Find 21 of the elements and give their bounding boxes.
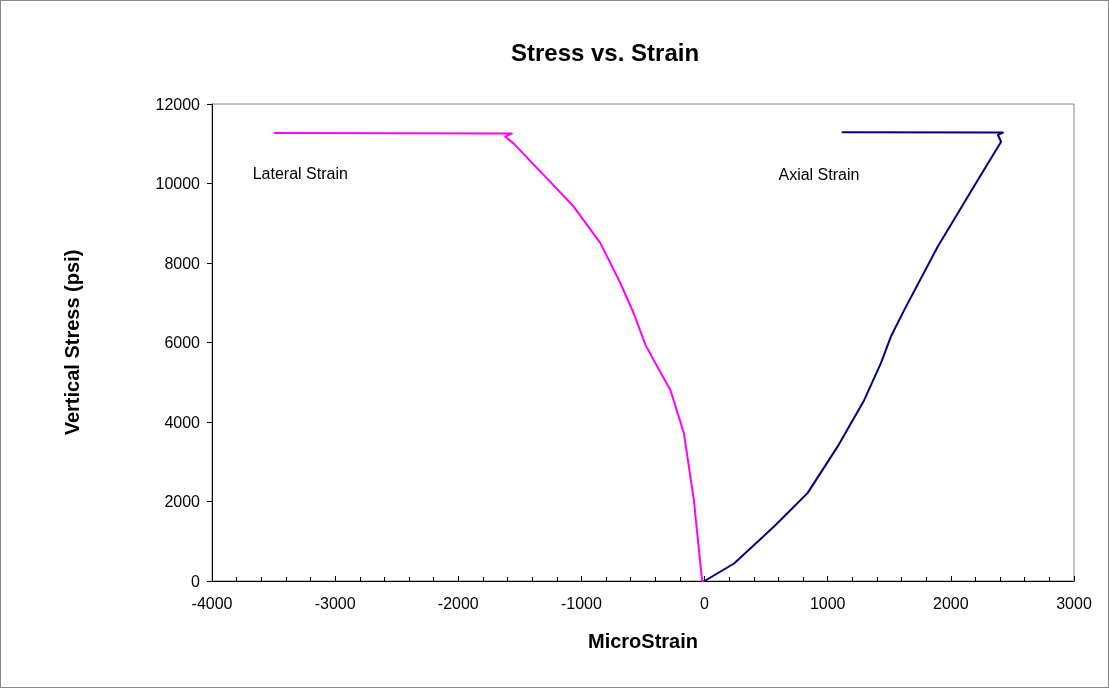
x-tick-label: -2000 (437, 594, 479, 612)
x-tick-label: -1000 (560, 594, 602, 612)
y-tick-label: 4000 (164, 413, 201, 431)
chart-title: Stress vs. Strain (510, 38, 700, 66)
y-tick-label: 2000 (164, 493, 201, 510)
x-tick-label: 3000 (1056, 594, 1092, 612)
y-tick-label: 12000 (155, 95, 201, 113)
y-tick-label: 8000 (164, 254, 201, 272)
x-tick-label: 1000 (809, 594, 846, 612)
x-tick-label: 2000 (933, 594, 969, 612)
text: Axial Strain (778, 165, 860, 183)
y-tick-label: 10000 (155, 175, 201, 192)
x-axis-title: MicroStrain (587, 630, 699, 652)
series-label: Lateral Strain (252, 164, 348, 182)
x-tick-label: -3000 (314, 594, 356, 612)
x-tick-label: 0 (700, 594, 710, 612)
y-tick-label: 6000 (164, 334, 201, 351)
y-axis-title: Vertical Stress (psi) (61, 249, 83, 436)
line-series (703, 131, 1004, 582)
x-tick-label: -4000 (191, 594, 233, 612)
y-tick-label: 0 (191, 572, 201, 590)
